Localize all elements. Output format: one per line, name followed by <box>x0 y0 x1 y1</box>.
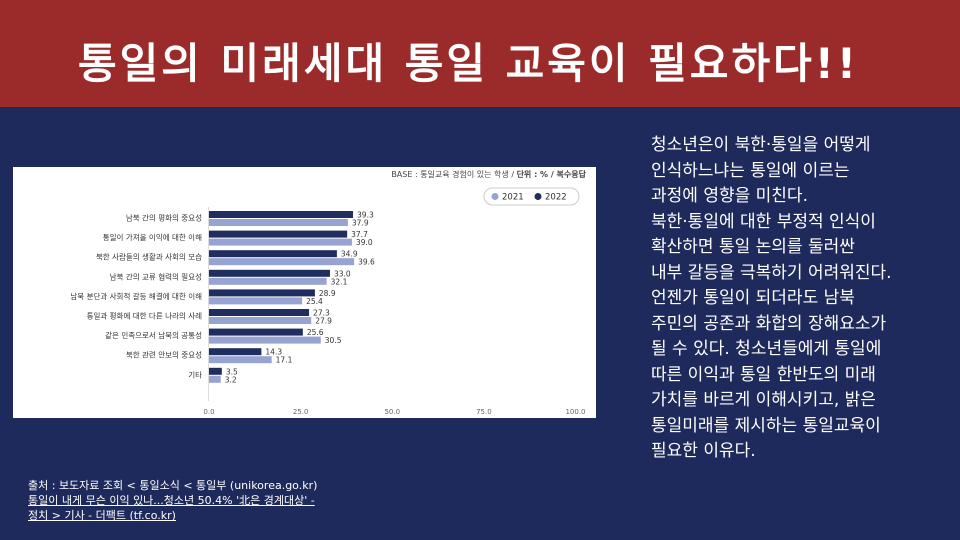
source-article-link[interactable]: 통일이 내게 무슨 이익 있나...청소년 50.4% '北은 경계대상' - <box>28 494 315 507</box>
data-label-2022: 14.3 <box>265 348 282 357</box>
data-label-2021: 17.1 <box>276 356 293 365</box>
legend-label-2021: 2021 <box>502 193 524 203</box>
body-text: 청소년은이 북한·통일을 어떻게 인식하느냐는 통일에 이르는 과정에 영향을 … <box>651 133 951 465</box>
data-label-2022: 39.3 <box>357 211 374 220</box>
category-label: 통일이 가져올 이익에 대한 이해 <box>103 232 202 242</box>
bars-layer: 남북 간의 평화의 중요성 39.337.9 통일이 가져올 이익에 대한 이해 37… <box>70 211 585 417</box>
bar-2022 <box>209 348 262 356</box>
x-tick-label: 50.0 <box>384 408 400 416</box>
data-label-2022: 25.6 <box>307 328 324 337</box>
body-line: 북한·통일에 대한 부정적 인식이 <box>651 211 876 232</box>
bar-2021 <box>209 277 327 285</box>
legend-box <box>483 187 580 206</box>
data-label-2021: 37.9 <box>352 219 369 228</box>
category-label: 남북 간의 교류 협력의 필요성 <box>110 271 202 281</box>
body-line: 청소년은이 북한·통일을 어떻게 <box>651 135 871 155</box>
base-note: BASE : 통일교육 경험이 있는 학생 / 단위 : % / 복수응답 <box>391 169 586 179</box>
bar-2021 <box>209 258 355 266</box>
bar-2021 <box>209 317 312 324</box>
source-citation: 출처 : 보도자료 조회 < 통일소식 < 통일부 (unikorea.go.k… <box>28 478 428 523</box>
bar-2022 <box>209 250 337 258</box>
bar-2021 <box>209 219 348 226</box>
category-label: 같은 민족으로서 남북의 공통성 <box>105 330 202 340</box>
data-label-2022: 33.0 <box>334 269 351 278</box>
data-label-2021: 30.5 <box>325 336 342 345</box>
body-line: 필요한 이유다. <box>651 441 756 461</box>
x-tick-label: 25.0 <box>293 408 309 416</box>
bar-2022 <box>209 367 222 375</box>
data-label-2022: 28.9 <box>319 289 336 298</box>
bar-2022 <box>209 269 330 277</box>
data-label-2021: 39.6 <box>358 258 375 267</box>
bar-2021 <box>209 297 303 305</box>
bar-2022 <box>209 328 303 336</box>
body-line: 확산하면 통일 논의를 둘러싼 <box>651 237 855 257</box>
category-label: 북한 사람들의 생활과 사회의 모습 <box>96 252 202 262</box>
legend-label-2022: 2022 <box>545 193 567 203</box>
chart-panel: BASE : 통일교육 경험이 있는 학생 / 단위 : % / 복수응답 20… <box>13 167 596 418</box>
data-label-2021: 32.1 <box>331 277 348 286</box>
data-label-2022: 37.7 <box>351 230 368 239</box>
bar-2021 <box>209 375 221 383</box>
source-line: 출처 : 보도자료 조회 < 통일소식 < 통일부 (unikorea.go.k… <box>28 479 318 492</box>
x-tick-label: 75.0 <box>476 408 492 416</box>
base-note-unit: 단위 : % / 복수응답 <box>517 169 587 179</box>
bar-chart: BASE : 통일교육 경험이 있는 학생 / 단위 : % / 복수응답 20… <box>70 169 586 417</box>
body-line: 통일미래를 제시하는 통일교육이 <box>651 415 881 436</box>
body-line: 언젠가 통일이 되더라도 남북 <box>651 288 855 308</box>
data-label-2021: 3.2 <box>225 375 237 384</box>
body-line: 과정에 영향을 미친다. <box>651 186 808 206</box>
category-label: 통일과 평화에 대한 다른 나라의 사례 <box>87 311 203 321</box>
legend: 2021 2022 <box>483 187 580 206</box>
legend-swatch-2021 <box>491 193 499 200</box>
body-line: 따른 이익과 통일 한반도의 미래 <box>651 364 876 385</box>
x-tick-label: 0.0 <box>203 408 214 416</box>
category-label: 북한 관련 안보의 중요성 <box>126 350 202 360</box>
body-line: 될 수 있다. 청소년들에게 통일에 <box>651 339 882 359</box>
body-line: 가치를 바르게 이해시키고, 밝은 <box>651 390 876 410</box>
source-article-link-continued[interactable]: 정치 > 기사 - 더팩트 (tf.co.kr) <box>28 509 176 522</box>
data-label-2022: 27.3 <box>313 309 330 318</box>
body-line: 주민의 공존과 화합의 장해요소가 <box>651 313 887 334</box>
bar-2022 <box>209 211 354 218</box>
bar-2022 <box>209 289 315 297</box>
bar-2022 <box>209 230 348 238</box>
legend-swatch-2022 <box>534 193 542 200</box>
category-label: 남북 분단과 사회적 갈등 해결에 대한 이해 <box>70 291 202 301</box>
data-label-2022: 3.5 <box>226 367 238 376</box>
body-line: 인식하느냐는 통일에 이르는 <box>651 160 850 181</box>
bar-2021 <box>209 356 272 364</box>
body-line: 내부 갈등을 극복하기 어려워진다. <box>651 262 892 283</box>
data-label-2021: 39.0 <box>356 238 373 247</box>
category-label: 기타 <box>188 370 202 379</box>
data-label-2021: 27.9 <box>315 317 332 326</box>
bar-2022 <box>209 309 310 316</box>
slide-title: 통일의 미래세대 통일 교육이 필요하다!! <box>78 39 860 88</box>
category-label: 남북 간의 평화의 중요성 <box>126 213 202 223</box>
data-label-2021: 25.4 <box>306 297 323 306</box>
bar-2021 <box>209 336 321 344</box>
base-note-prefix: BASE : 통일교육 경험이 있는 학생 / <box>391 169 516 179</box>
data-label-2022: 34.9 <box>341 250 358 259</box>
title-banner: 통일의 미래세대 통일 교육이 필요하다!! <box>0 0 960 107</box>
bar-2021 <box>209 238 352 246</box>
x-tick-label: 100.0 <box>565 408 585 416</box>
